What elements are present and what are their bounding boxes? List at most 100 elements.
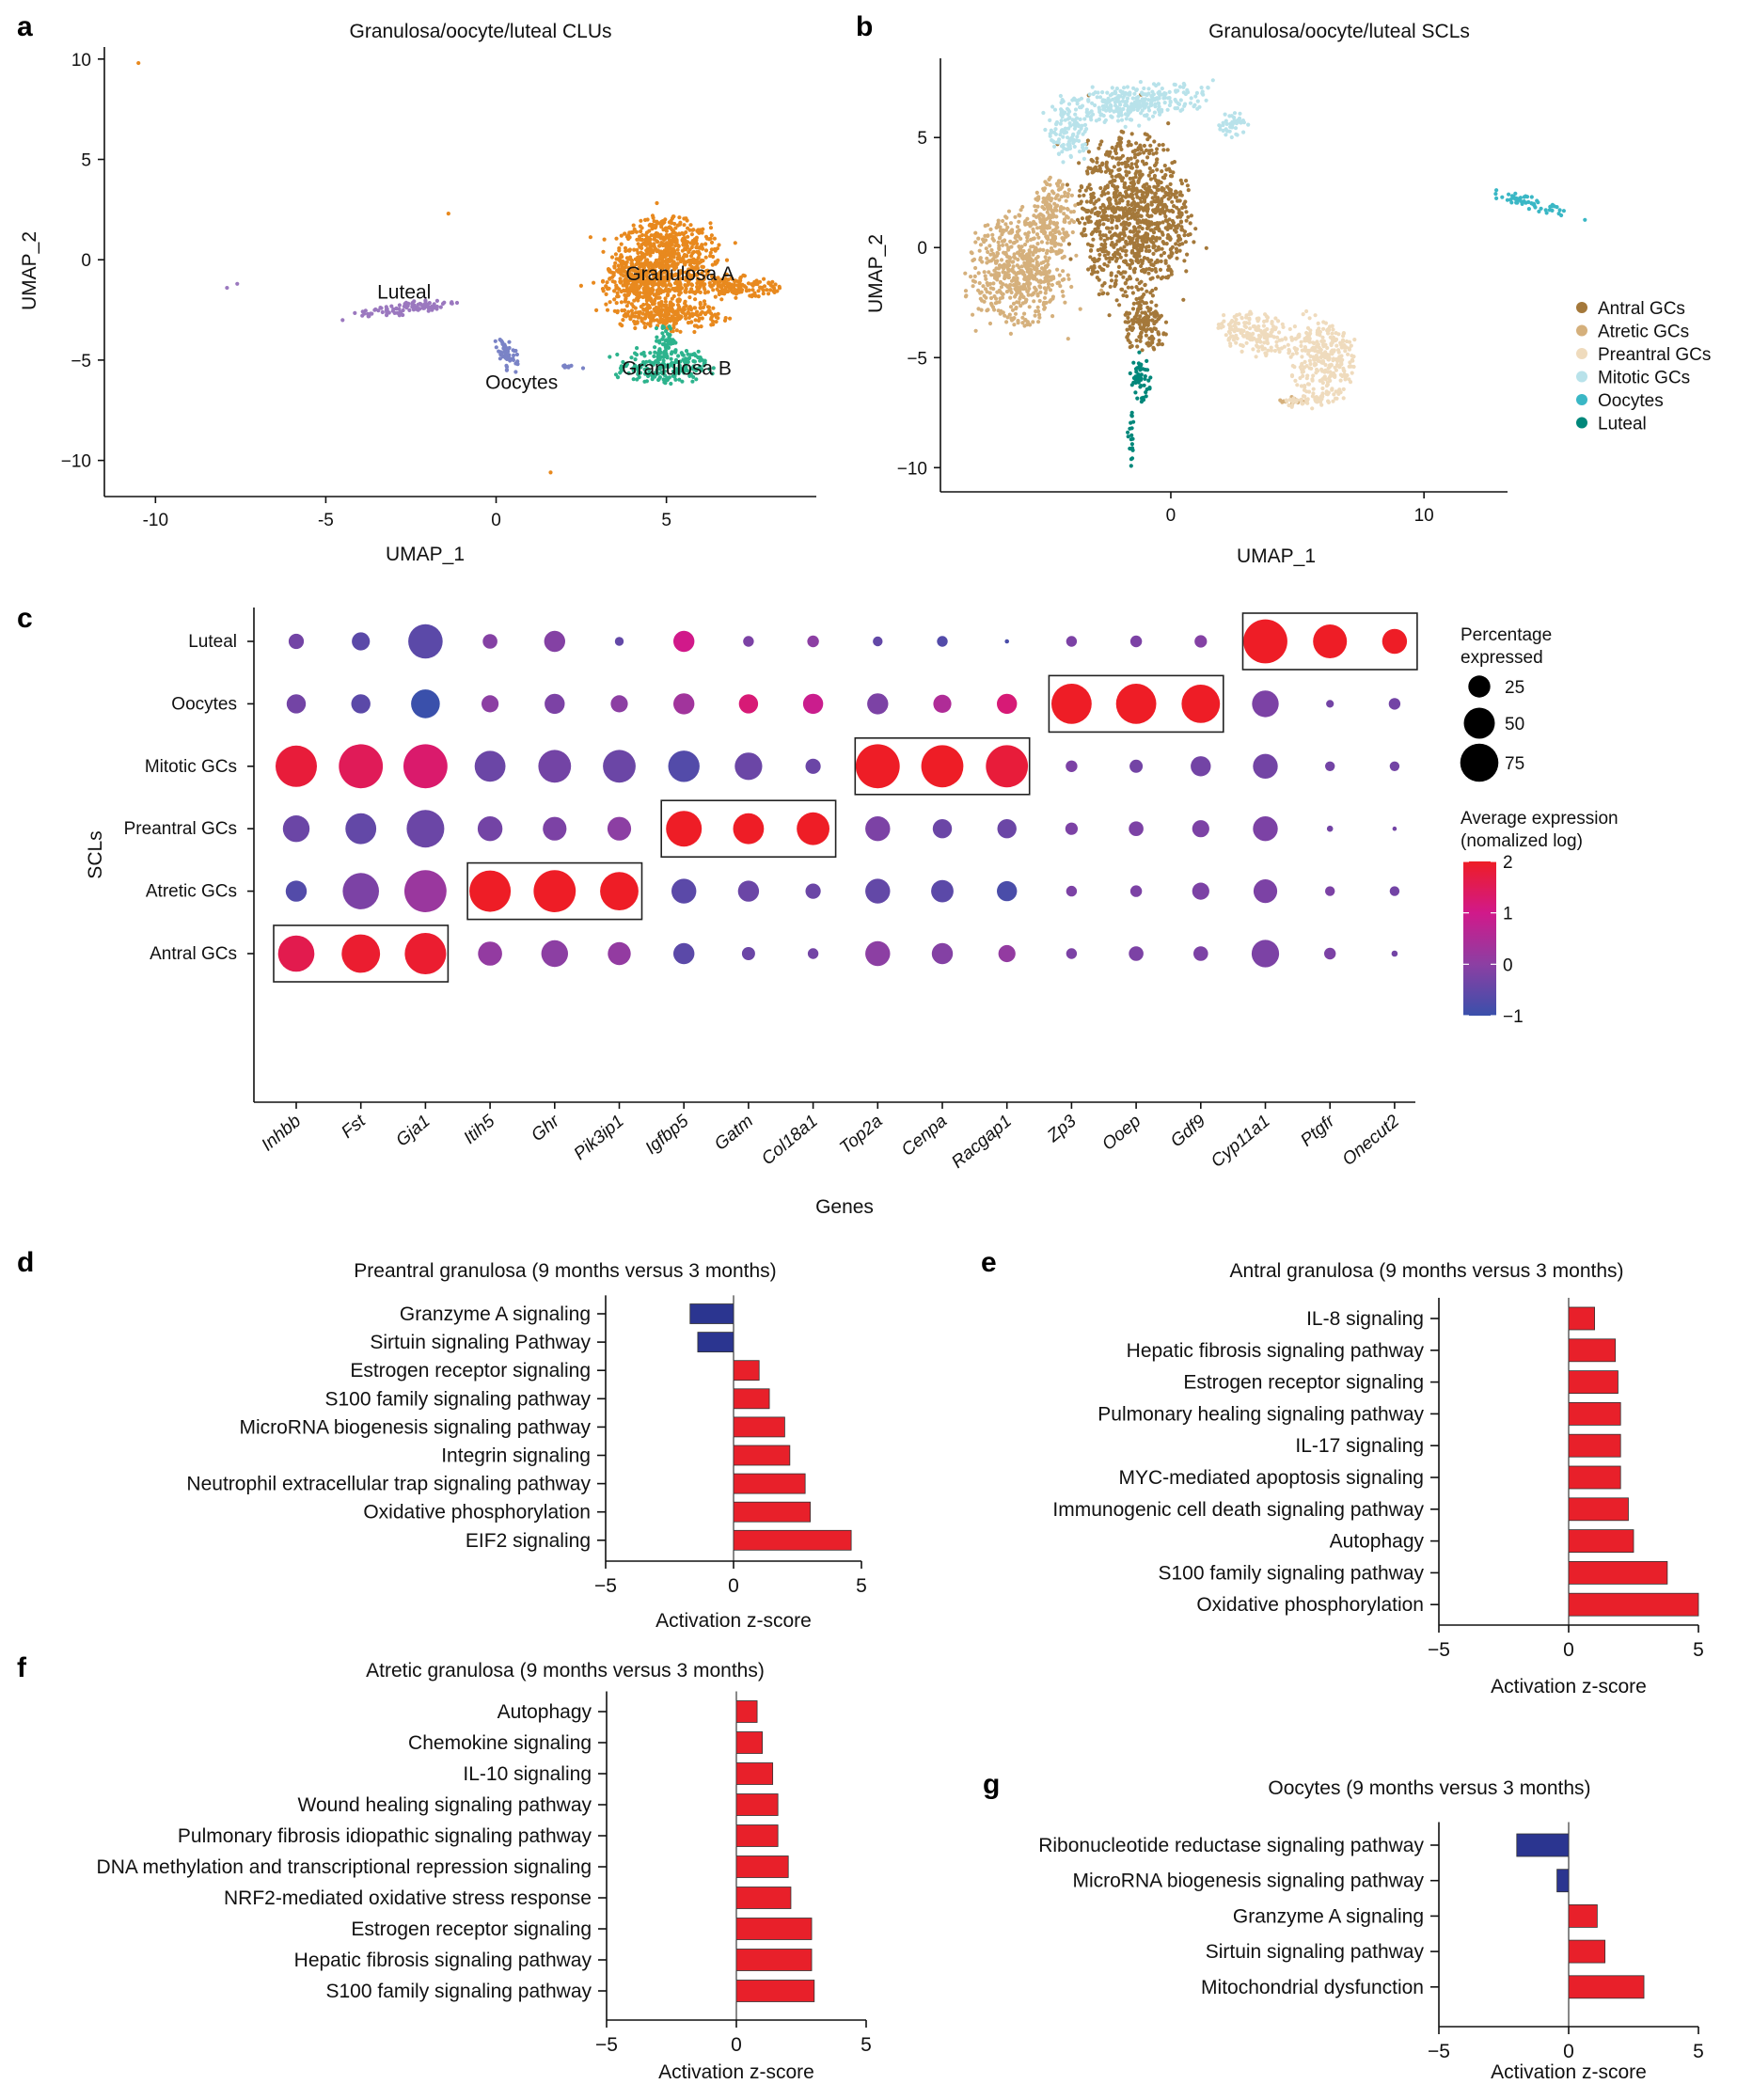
scatter-point	[1050, 282, 1054, 288]
chart-title: Granulosa/oocyte/luteal SCLs	[1208, 21, 1470, 42]
scatter-point	[1175, 106, 1179, 111]
scatter-point	[1126, 430, 1130, 434]
scatter-point	[1050, 130, 1054, 134]
scatter-point	[708, 250, 713, 255]
scatter-point	[1343, 377, 1348, 382]
scatter-point	[1156, 275, 1161, 279]
scatter-point	[1137, 151, 1143, 156]
scatter-point	[1005, 315, 1010, 320]
scatter-point	[692, 329, 697, 335]
scatter-point	[1169, 251, 1174, 256]
scatter-point	[1237, 312, 1242, 317]
scatter-point	[1161, 209, 1165, 213]
scatter-point	[1118, 197, 1123, 202]
scatter-point	[636, 250, 640, 256]
scatter-point	[1320, 335, 1325, 339]
scatter-point	[641, 286, 646, 291]
scatter-point	[1162, 95, 1167, 101]
scatter-point	[660, 303, 665, 308]
scatter-point	[1315, 330, 1319, 335]
scatter-point	[1294, 400, 1299, 404]
scatter-point	[999, 258, 1004, 262]
scatter-point	[635, 292, 640, 297]
gene-label: Gatm	[711, 1112, 757, 1155]
scatter-point	[1097, 252, 1102, 257]
scatter-point	[1144, 248, 1148, 253]
scatter-point	[626, 309, 631, 314]
scatter-point	[687, 247, 692, 252]
scatter-point	[1150, 288, 1155, 293]
scatter-point	[1031, 229, 1036, 234]
x-tick-label: 0	[1166, 506, 1176, 526]
scatter-point	[434, 307, 439, 311]
scatter-point	[697, 230, 702, 235]
scatter-point	[1167, 223, 1172, 228]
gene-label: Fst	[338, 1111, 370, 1143]
scatter-point	[397, 303, 402, 308]
scatter-point	[1090, 159, 1096, 164]
scatter-point	[1003, 238, 1007, 243]
scatter-point	[1047, 202, 1051, 207]
scatter-point	[1122, 220, 1127, 225]
scatter-point	[1182, 103, 1187, 108]
scatter-point	[1029, 270, 1034, 275]
scatter-point	[1156, 203, 1161, 208]
scatter-point	[973, 230, 978, 235]
scatter-point	[1273, 316, 1278, 321]
scatter-point	[1110, 145, 1114, 150]
scatter-point	[1292, 346, 1297, 351]
scatter-point	[623, 292, 627, 297]
scatter-point	[1007, 288, 1012, 292]
scatter-point	[1060, 236, 1065, 241]
scatter-point	[1154, 238, 1159, 243]
scatter-point	[1336, 348, 1341, 353]
scatter-point	[1017, 300, 1021, 305]
scatter-point	[1006, 245, 1012, 250]
scatter-point	[1145, 213, 1150, 217]
scatter-point	[1138, 244, 1143, 248]
scatter-point	[1260, 347, 1265, 352]
scatter-point	[1124, 227, 1129, 231]
scatter-point	[681, 236, 686, 241]
scatter-point	[635, 346, 640, 351]
expression-dot	[997, 693, 1018, 715]
scatter-point	[1032, 291, 1036, 295]
scatter-point	[671, 308, 675, 312]
scatter-point	[1130, 307, 1136, 311]
scatter-point	[1116, 270, 1121, 275]
scatter-point	[1098, 236, 1103, 241]
scatter-point	[1013, 294, 1018, 299]
scatter-point	[1012, 240, 1017, 245]
expression-dot	[544, 630, 565, 653]
scatter-point	[1052, 236, 1058, 241]
scatter-point	[1059, 112, 1064, 117]
scatter-point	[765, 288, 769, 292]
scatter-point	[973, 328, 978, 333]
scatter-point	[676, 297, 682, 302]
scatter-point	[648, 253, 653, 258]
scatter-point	[995, 300, 1000, 305]
scatter-point	[1227, 114, 1232, 118]
scatter-point	[1045, 241, 1050, 245]
scatter-point	[1060, 185, 1065, 190]
scatter-point	[1233, 325, 1238, 330]
scatter-point	[1078, 105, 1082, 110]
expression-dot	[545, 693, 565, 715]
scatter-point	[1098, 205, 1103, 210]
scatter-point	[670, 350, 674, 355]
scatter-point	[1049, 239, 1053, 244]
scatter-point	[1316, 321, 1320, 325]
scatter-point	[1057, 273, 1062, 277]
scatter-point	[1159, 276, 1163, 281]
scatter-point	[1149, 318, 1155, 323]
scatter-point	[1034, 214, 1039, 219]
scatter-point	[1143, 283, 1147, 288]
scatter-point	[1097, 166, 1102, 171]
scatter-point	[1284, 337, 1288, 341]
scatter-point	[1204, 98, 1208, 103]
scatter-point	[1105, 183, 1110, 188]
scatter-point	[1125, 242, 1129, 246]
scatter-point	[1145, 341, 1149, 346]
scatter-point	[1016, 280, 1020, 285]
scatter-point	[701, 264, 706, 269]
